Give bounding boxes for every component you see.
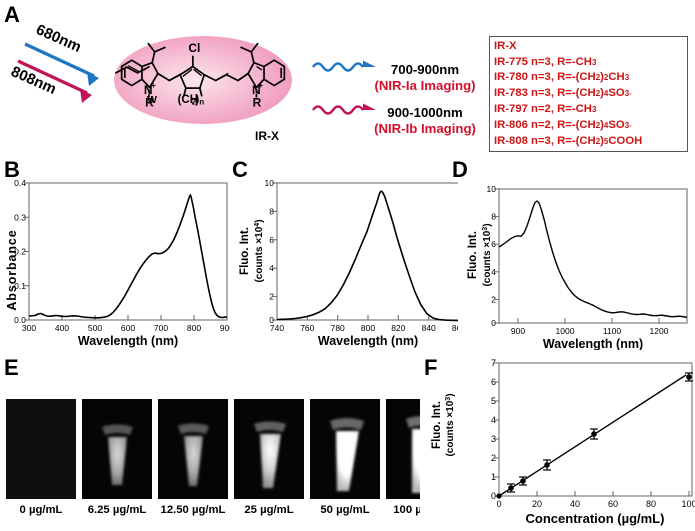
svg-text:(counts ×103): (counts ×103) [445, 393, 456, 456]
svg-text:740: 740 [270, 323, 284, 333]
svg-text:400: 400 [55, 323, 69, 333]
svg-text:80: 80 [646, 499, 656, 509]
svg-text:500: 500 [88, 323, 102, 333]
svg-text:R: R [253, 96, 262, 110]
svg-text:20: 20 [532, 499, 542, 509]
svg-text:1100: 1100 [603, 326, 622, 336]
svg-text:600: 600 [121, 323, 135, 333]
svg-text:Wavelength (nm): Wavelength (nm) [318, 334, 418, 348]
svg-text:Fluo. Int.: Fluo. Int. [467, 231, 479, 279]
svg-text:40: 40 [570, 499, 580, 509]
svg-text:Fluo. Int.: Fluo. Int. [431, 401, 443, 449]
svg-text:(counts ×103): (counts ×103) [482, 223, 493, 286]
svg-text:Concentration (µg/mL): Concentration (µg/mL) [526, 511, 665, 526]
svg-text:Absorbance: Absorbance [5, 229, 19, 310]
svg-text:(NIR-Ia Imaging): (NIR-Ia Imaging) [374, 78, 475, 93]
svg-text:780: 780 [331, 323, 345, 333]
svg-text:n: n [199, 98, 204, 107]
svg-text:+: + [258, 80, 263, 90]
svg-text:100 µg/mL: 100 µg/mL [393, 504, 420, 516]
svg-text:60: 60 [608, 499, 618, 509]
svg-text:100: 100 [681, 499, 695, 509]
svg-text:900: 900 [511, 326, 525, 336]
svg-text:700: 700 [154, 323, 168, 333]
svg-text:840: 840 [422, 323, 436, 333]
svg-text:800: 800 [187, 323, 201, 333]
svg-text:700-900nm: 700-900nm [391, 62, 459, 77]
svg-text:1200: 1200 [650, 326, 669, 336]
svg-text:Wavelength (nm): Wavelength (nm) [543, 337, 643, 350]
svg-text:820: 820 [391, 323, 405, 333]
svg-text:25 µg/mL: 25 µg/mL [244, 504, 293, 516]
svg-text:(counts ×104): (counts ×104) [254, 219, 265, 282]
svg-text:+: + [151, 80, 156, 90]
svg-text:900-1000nm: 900-1000nm [387, 105, 463, 120]
svg-text:300: 300 [22, 323, 36, 333]
svg-text:760: 760 [300, 323, 314, 333]
svg-text:Cl: Cl [188, 41, 200, 55]
svg-text:6.25 µg/mL: 6.25 µg/mL [88, 504, 147, 516]
svg-text:Fluo. Int.: Fluo. Int. [239, 227, 251, 275]
svg-text:(NIR-Ib Imaging): (NIR-Ib Imaging) [374, 121, 476, 136]
svg-text:W: W [147, 94, 157, 106]
svg-text:IR-X: IR-X [255, 129, 279, 143]
svg-text:0: 0 [496, 499, 501, 509]
svg-text:Wavelength (nm): Wavelength (nm) [78, 334, 178, 348]
svg-text:50 µg/mL: 50 µg/mL [320, 504, 369, 516]
svg-text:1000: 1000 [556, 326, 575, 336]
svg-text:12.50 µg/mL: 12.50 µg/mL [161, 504, 226, 516]
svg-text:800: 800 [361, 323, 375, 333]
svg-text:0 µg/mL: 0 µg/mL [20, 504, 63, 516]
